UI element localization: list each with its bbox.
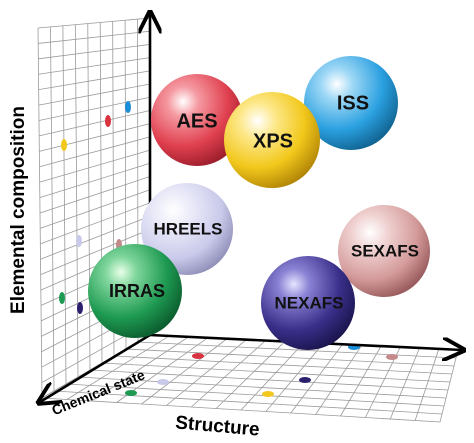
sphere-irras-ball bbox=[88, 244, 182, 338]
wall-dot-blue bbox=[125, 101, 131, 113]
sphere-sexafs-label: SEXAFS bbox=[351, 241, 419, 260]
sphere-irras-label: IRRAS bbox=[109, 281, 165, 301]
sphere-aes: AES bbox=[151, 74, 243, 166]
wall-dot-green bbox=[59, 292, 65, 304]
sphere-iss: ISS bbox=[304, 56, 398, 150]
floor-dot-pink bbox=[386, 354, 398, 360]
sphere-hreels-label: HREELS bbox=[154, 219, 223, 238]
wall-dot-lavender bbox=[76, 235, 82, 247]
wall-dot-red bbox=[105, 115, 111, 127]
sphere-xps: XPS bbox=[224, 92, 320, 188]
sphere-aes-label: AES bbox=[176, 110, 217, 132]
floor-dot-green bbox=[125, 390, 137, 396]
sphere-iss-label: ISS bbox=[337, 92, 369, 114]
sphere-xps-label: XPS bbox=[253, 130, 293, 152]
wall-dot-navy bbox=[77, 302, 83, 314]
sphere-nexafs-ball bbox=[261, 256, 355, 350]
axis-label-horizontal: Structure bbox=[174, 412, 260, 440]
sphere-nexafs-label: NEXAFS bbox=[275, 293, 344, 312]
depth-axis bbox=[40, 333, 151, 402]
floor-dot-navy bbox=[299, 377, 311, 383]
sphere-irras: IRRAS bbox=[88, 244, 182, 338]
sphere-xps-ball bbox=[224, 92, 320, 188]
wall-dot-yellow bbox=[61, 139, 67, 151]
left-wall-grid bbox=[37, 17, 151, 399]
floor-dot-lavender bbox=[157, 379, 169, 385]
sphere-sexafs: SEXAFS bbox=[338, 205, 430, 297]
sphere-iss-ball bbox=[304, 56, 398, 150]
sphere-hreels-ball bbox=[141, 183, 233, 275]
sphere-sexafs-ball bbox=[338, 205, 430, 297]
sphere-hreels: HREELS bbox=[141, 183, 233, 275]
wall-markers bbox=[59, 101, 131, 314]
sphere-aes-ball bbox=[151, 74, 243, 166]
floor-dot-red bbox=[192, 353, 204, 359]
axis-label-vertical: Elemental composition bbox=[8, 106, 29, 314]
floor-dot-yellow bbox=[262, 391, 274, 397]
sphere-nexafs: NEXAFS bbox=[261, 256, 355, 350]
